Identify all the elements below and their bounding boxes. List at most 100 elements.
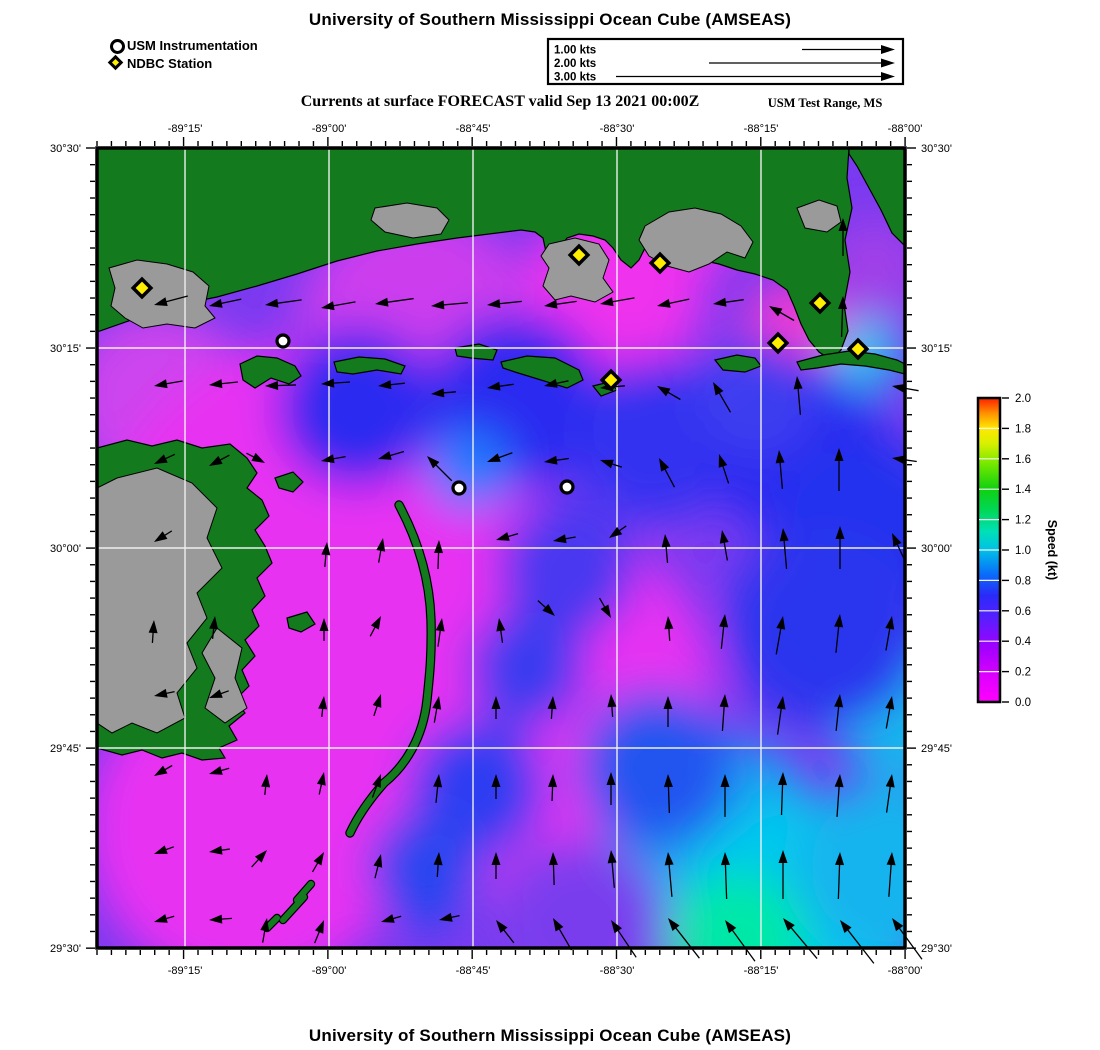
current-vector bbox=[432, 696, 442, 723]
current-vector bbox=[719, 530, 729, 561]
y-tick-label-left: 29°45' bbox=[50, 743, 81, 755]
current-vector bbox=[439, 912, 460, 922]
usm-instrumentation-marker bbox=[275, 333, 291, 349]
current-vector bbox=[838, 296, 848, 337]
current-vector bbox=[548, 774, 558, 802]
scale-label: 1.00 kts bbox=[554, 45, 596, 57]
current-vector bbox=[378, 450, 405, 460]
current-vector bbox=[885, 696, 895, 729]
colorbar-tick-label: 1.2 bbox=[1015, 515, 1031, 527]
scale-label: 3.00 kts bbox=[554, 72, 596, 84]
current-vector bbox=[376, 538, 386, 563]
current-vector bbox=[718, 454, 730, 484]
current-vector bbox=[321, 301, 356, 311]
current-vector bbox=[154, 530, 173, 542]
current-vector bbox=[720, 852, 730, 899]
current-vector bbox=[778, 772, 788, 815]
cat-island bbox=[239, 355, 302, 389]
current-vector bbox=[544, 455, 569, 465]
y-tick-label-left: 29°30' bbox=[50, 943, 81, 955]
x-tick-label-bottom: -88°30' bbox=[600, 965, 635, 977]
marsh-gray-1 bbox=[97, 467, 223, 734]
current-vector bbox=[491, 696, 501, 719]
current-vector bbox=[834, 614, 844, 653]
current-vector bbox=[547, 696, 557, 719]
map-frame bbox=[86, 137, 916, 959]
current-vector bbox=[314, 920, 324, 944]
y-tick-label-left: 30°30' bbox=[50, 143, 81, 155]
y-tick-label-right: 30°00' bbox=[921, 543, 952, 555]
current-vector bbox=[209, 914, 232, 924]
x-tick-label-top: -89°00' bbox=[312, 123, 347, 135]
current-vector bbox=[835, 526, 845, 569]
current-vector bbox=[778, 850, 788, 899]
colorbar-axis-label: Speed (kt) bbox=[1045, 520, 1059, 580]
current-vector bbox=[607, 694, 617, 717]
x-tick-label-bottom: -89°15' bbox=[168, 965, 203, 977]
current-vector bbox=[265, 298, 302, 308]
current-vector bbox=[154, 453, 176, 464]
current-vector bbox=[663, 774, 673, 813]
colorbar-tick-label: 0.8 bbox=[1015, 575, 1031, 587]
x-tick-label-bottom: -88°00' bbox=[888, 965, 923, 977]
current-vector bbox=[154, 845, 174, 854]
current-vector bbox=[321, 454, 346, 464]
current-vector bbox=[834, 694, 844, 731]
current-vector bbox=[154, 914, 175, 923]
legend-label-ndbc: NDBC Station bbox=[127, 55, 213, 71]
waveland-gray bbox=[108, 259, 216, 329]
footer-title: University of Southern Mississippi Ocean… bbox=[308, 1026, 792, 1045]
current-vector bbox=[537, 600, 555, 616]
x-tick-label-bottom: -88°45' bbox=[456, 965, 491, 977]
current-vector bbox=[779, 528, 789, 569]
ship-island bbox=[333, 356, 406, 375]
current-vector bbox=[316, 772, 326, 795]
colorbar-tick-label: 0.2 bbox=[1015, 667, 1031, 679]
current-vector bbox=[433, 852, 443, 877]
colorbar-tick-label: 0.4 bbox=[1015, 636, 1032, 648]
colorbar bbox=[976, 396, 1009, 704]
current-vector bbox=[776, 696, 786, 735]
current-vector bbox=[496, 618, 506, 643]
current-vector bbox=[886, 852, 896, 897]
current-vector bbox=[375, 297, 414, 307]
current-vector bbox=[487, 299, 522, 309]
current-vector bbox=[835, 852, 845, 899]
current-vector bbox=[713, 382, 732, 413]
current-vector bbox=[544, 299, 577, 309]
current-vector bbox=[720, 774, 730, 817]
y-tick-label-left: 30°15' bbox=[50, 343, 81, 355]
current-vector bbox=[793, 376, 803, 415]
current-vector bbox=[311, 852, 324, 873]
current-vector bbox=[775, 616, 786, 655]
current-vector bbox=[548, 852, 558, 886]
y-tick-label-right: 29°45' bbox=[921, 743, 952, 755]
x-tick-label-top: -88°15' bbox=[744, 123, 779, 135]
usm-instrumentation-marker bbox=[559, 479, 575, 495]
current-vector bbox=[431, 300, 468, 310]
current-vector bbox=[598, 597, 611, 618]
current-vector bbox=[657, 386, 681, 401]
current-vector bbox=[154, 764, 173, 776]
horn-island bbox=[500, 355, 584, 389]
usm-instrumentation-icon bbox=[108, 37, 125, 54]
colorbar-tick-label: 0.6 bbox=[1015, 606, 1031, 618]
current-vector bbox=[491, 852, 501, 879]
current-vector bbox=[661, 534, 671, 563]
current-vector bbox=[885, 774, 895, 813]
current-vector bbox=[885, 616, 895, 651]
current-vector bbox=[321, 542, 331, 567]
current-vector bbox=[659, 458, 676, 488]
x-tick-label-top: -89°15' bbox=[168, 123, 203, 135]
x-tick-label-bottom: -89°00' bbox=[312, 965, 347, 977]
y-tick-label-right: 29°30' bbox=[921, 943, 952, 955]
current-vector bbox=[209, 766, 230, 775]
current-vector bbox=[154, 295, 188, 306]
current-vector bbox=[713, 297, 744, 307]
current-vector bbox=[553, 534, 576, 544]
colorbar-tick-label: 2.0 bbox=[1015, 393, 1031, 405]
colorbar-tick-label: 0.0 bbox=[1015, 697, 1031, 709]
biloxi-gray bbox=[540, 237, 614, 303]
